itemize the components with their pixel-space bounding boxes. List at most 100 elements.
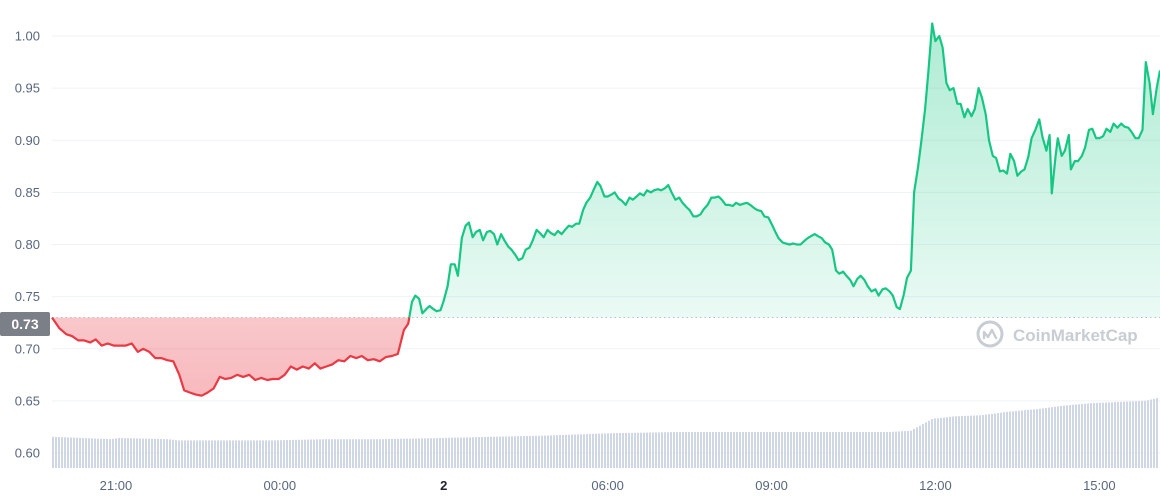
- volume-bar: [1126, 401, 1128, 468]
- volume-bar: [463, 437, 465, 468]
- volume-bar: [1030, 409, 1032, 468]
- y-tick-label: 0.60: [15, 446, 40, 461]
- volume-bar: [139, 438, 141, 468]
- volume-bar: [772, 432, 774, 468]
- volume-bar: [1009, 411, 1011, 468]
- volume-bar: [277, 440, 279, 468]
- volume-bar: [742, 432, 744, 468]
- volume-bar: [625, 432, 627, 468]
- volume-bar: [544, 435, 546, 468]
- volume-bar: [106, 439, 108, 468]
- y-tick-label: 0.90: [15, 133, 40, 148]
- volume-bar: [1153, 398, 1155, 468]
- volume-bar: [793, 432, 795, 468]
- volume-bar: [952, 416, 954, 468]
- volume-bar: [193, 440, 195, 468]
- volume-bar: [790, 432, 792, 468]
- volume-bars: [52, 398, 1158, 468]
- volume-bar: [529, 435, 531, 468]
- volume-bar: [325, 439, 327, 468]
- volume-bar: [760, 432, 762, 468]
- volume-bar: [241, 440, 243, 468]
- volume-bar: [958, 416, 960, 468]
- volume-bar: [1120, 401, 1122, 468]
- volume-bar: [1063, 405, 1065, 468]
- volume-bar: [547, 435, 549, 468]
- volume-bar: [337, 439, 339, 468]
- volume-bar: [421, 438, 423, 468]
- volume-bar: [991, 413, 993, 468]
- volume-bar: [616, 433, 618, 468]
- volume-bar: [208, 440, 210, 468]
- volume-bar: [1102, 402, 1104, 468]
- volume-bar: [1108, 402, 1110, 468]
- volume-bar: [226, 440, 228, 468]
- volume-bar: [391, 438, 393, 468]
- volume-bar: [697, 432, 699, 468]
- y-tick-label: 0.80: [15, 237, 40, 252]
- volume-bar: [109, 439, 111, 468]
- volume-bar: [85, 438, 87, 468]
- volume-bar: [973, 415, 975, 468]
- volume-bar: [487, 436, 489, 468]
- volume-bar: [496, 436, 498, 468]
- volume-bar: [211, 440, 213, 468]
- volume-bar: [574, 434, 576, 468]
- volume-bar: [505, 436, 507, 468]
- volume-bar: [352, 439, 354, 468]
- volume-bar: [568, 434, 570, 468]
- volume-bar: [403, 438, 405, 468]
- volume-bar: [253, 440, 255, 468]
- volume-bar: [823, 432, 825, 468]
- y-tick-label: 0.70: [15, 341, 40, 356]
- volume-bar: [154, 438, 156, 468]
- volume-bar: [943, 417, 945, 468]
- volume-bar: [844, 432, 846, 468]
- volume-bar: [166, 439, 168, 468]
- volume-bar: [52, 436, 54, 468]
- x-tick-label: 06:00: [591, 478, 624, 493]
- volume-bar: [1039, 408, 1041, 468]
- volume-bar: [370, 439, 372, 468]
- volume-bar: [478, 437, 480, 468]
- volume-bar: [373, 439, 375, 468]
- volume-bar: [499, 436, 501, 468]
- volume-bar: [151, 438, 153, 468]
- volume-bar: [580, 434, 582, 468]
- volume-bar: [877, 432, 879, 468]
- volume-bar: [118, 438, 120, 468]
- volume-bar: [820, 432, 822, 468]
- volume-bar: [988, 414, 990, 468]
- volume-bar: [223, 440, 225, 468]
- volume-bar: [1156, 398, 1158, 468]
- volume-bar: [376, 439, 378, 468]
- volume-bar: [310, 439, 312, 468]
- volume-bar: [520, 436, 522, 468]
- volume-bar: [733, 432, 735, 468]
- volume-bar: [412, 438, 414, 468]
- price-line-up: [52, 22, 1160, 318]
- volume-bar: [700, 432, 702, 468]
- volume-bar: [1003, 412, 1005, 468]
- baseline-label: 0.73: [0, 312, 50, 336]
- volume-bar: [361, 439, 363, 468]
- volume-bar: [637, 432, 639, 468]
- volume-bar: [721, 432, 723, 468]
- volume-bar: [235, 440, 237, 468]
- volume-bar: [214, 440, 216, 468]
- volume-bar: [448, 437, 450, 468]
- volume-bar: [889, 431, 891, 468]
- volume-bar: [934, 418, 936, 468]
- volume-bar: [880, 432, 882, 468]
- volume-bar: [853, 432, 855, 468]
- volume-bar: [265, 440, 267, 468]
- volume-bar: [775, 432, 777, 468]
- volume-bar: [199, 440, 201, 468]
- volume-bar: [172, 439, 174, 468]
- volume-bar: [856, 432, 858, 468]
- volume-bar: [289, 439, 291, 468]
- volume-bar: [238, 440, 240, 468]
- volume-bar: [160, 439, 162, 468]
- volume-bar: [862, 432, 864, 468]
- volume-bar: [442, 437, 444, 468]
